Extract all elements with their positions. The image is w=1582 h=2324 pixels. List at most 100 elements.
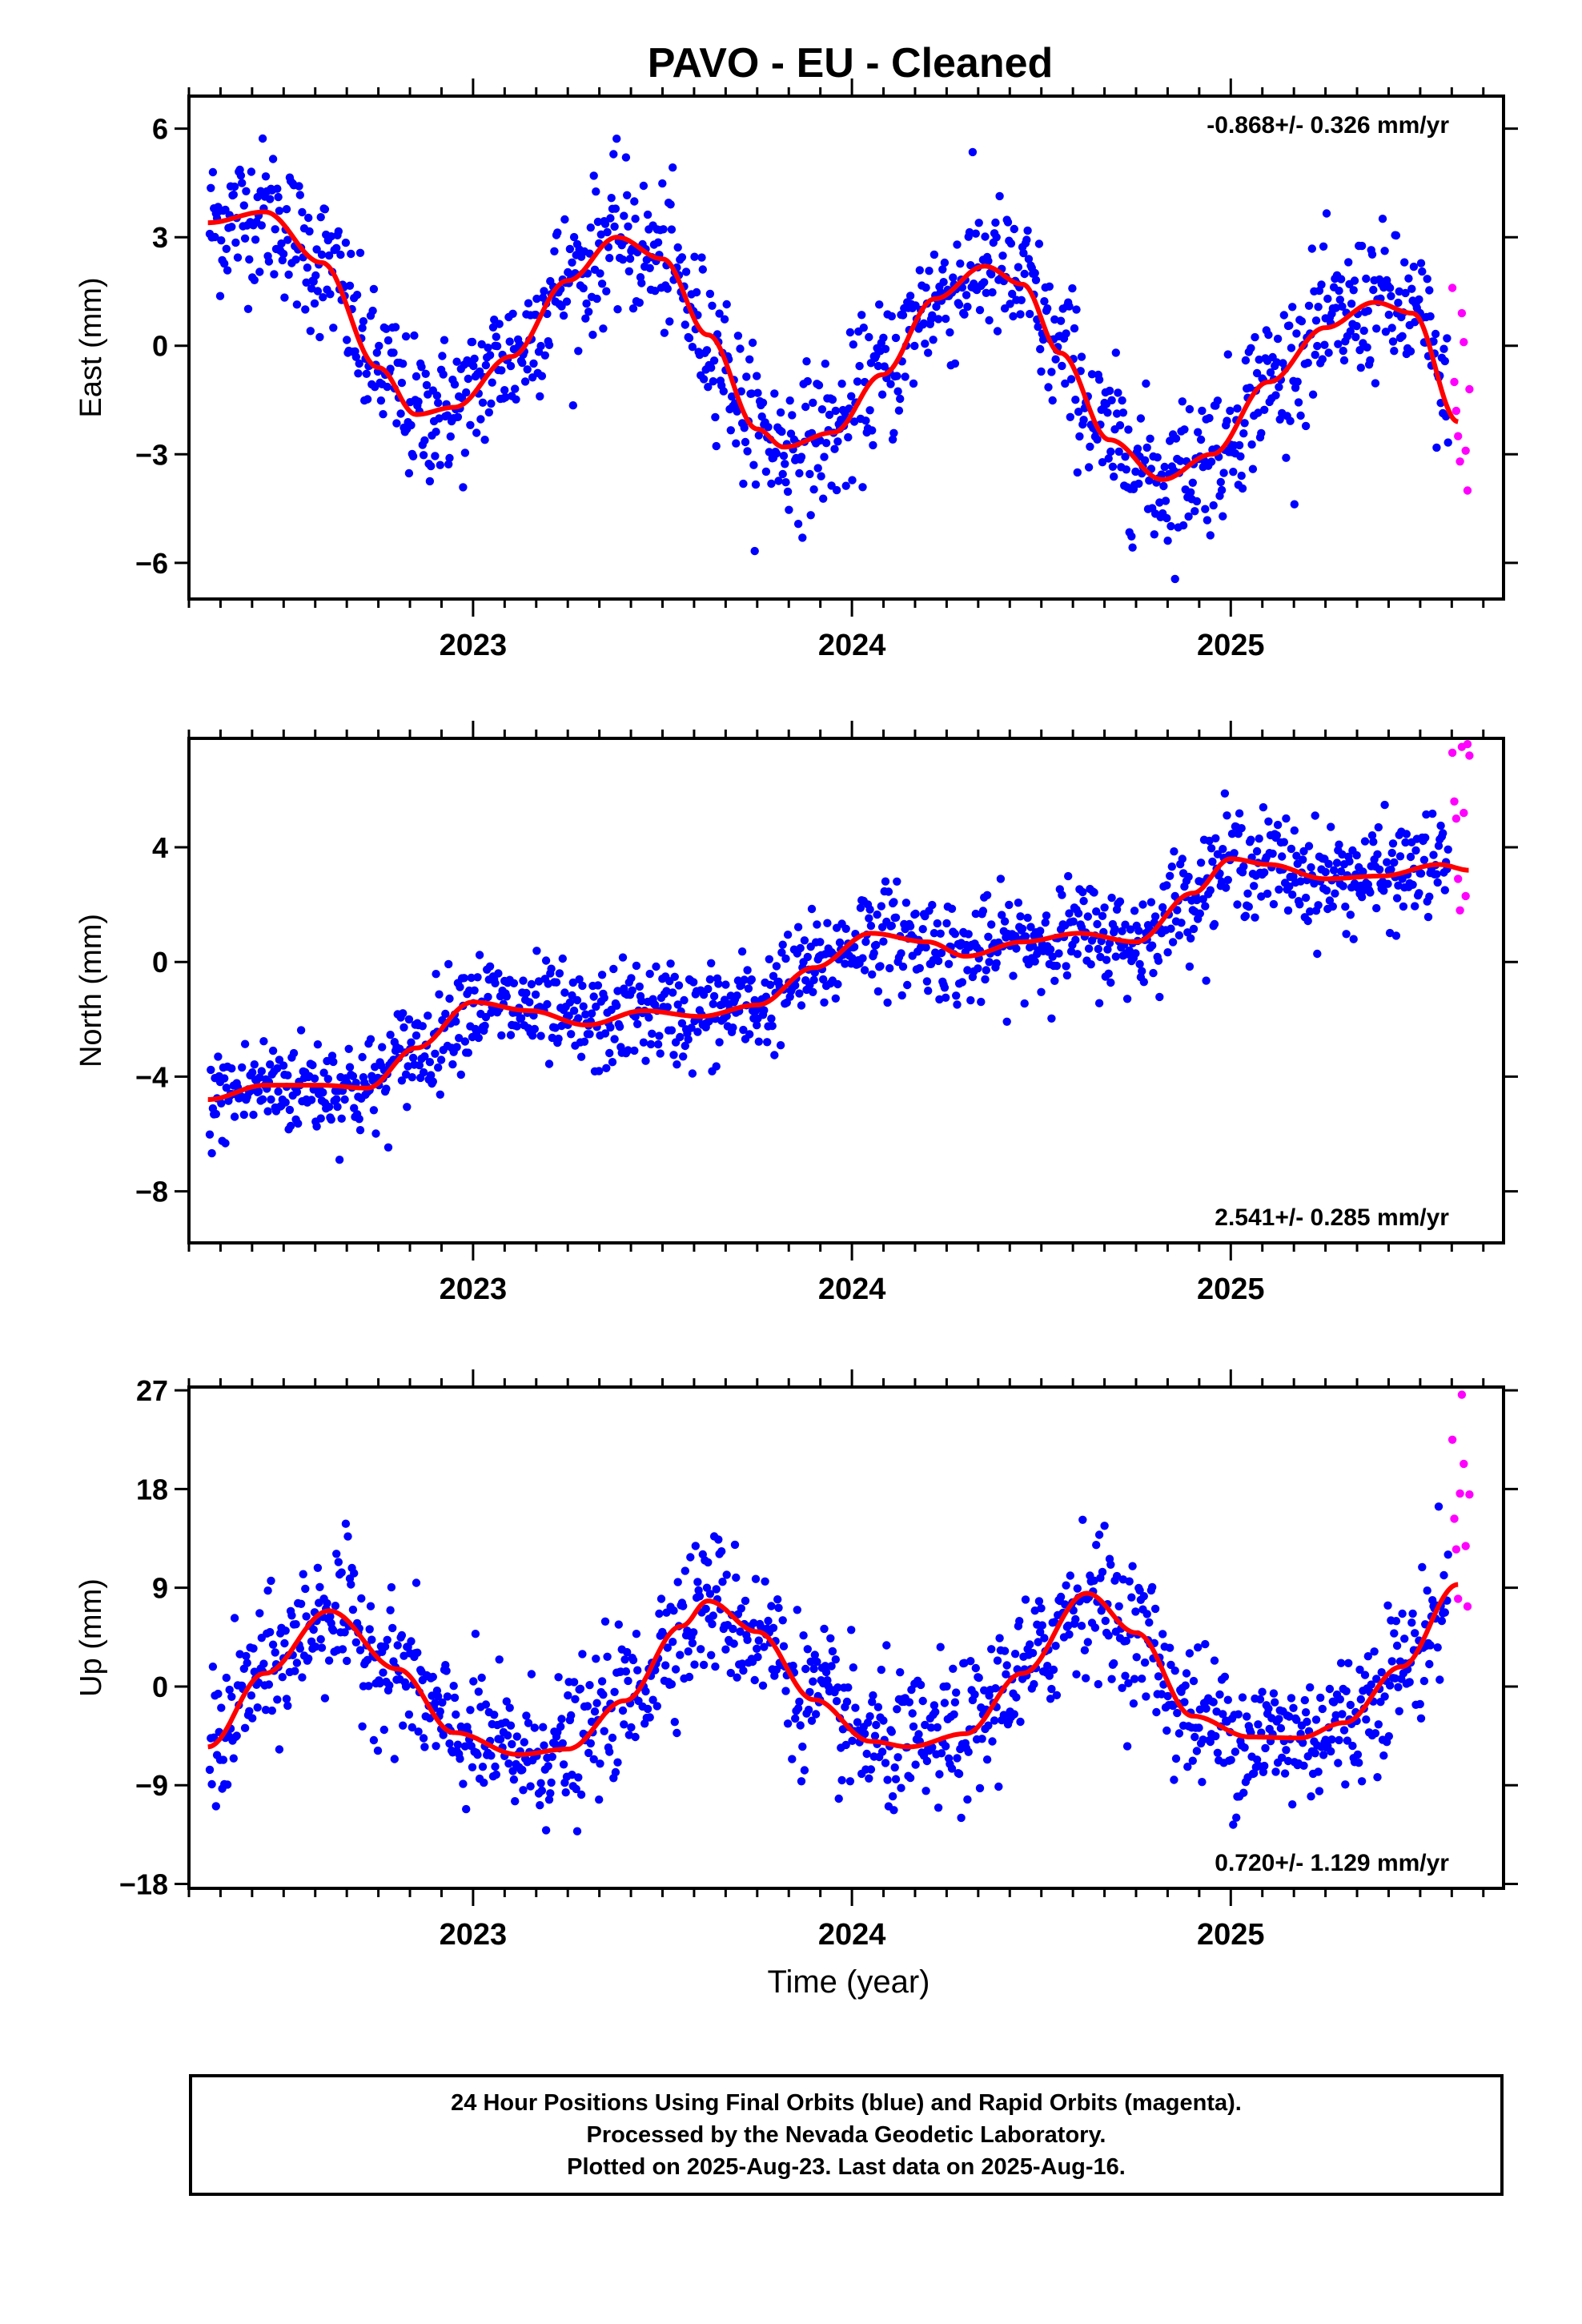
final-orbit-point xyxy=(929,336,938,344)
final-orbit-point xyxy=(223,266,232,275)
final-orbit-point xyxy=(897,1783,905,1792)
final-orbit-point xyxy=(419,1734,428,1743)
final-orbit-point xyxy=(1052,961,1062,971)
final-orbit-point xyxy=(1037,987,1046,997)
final-orbit-point xyxy=(1292,329,1301,338)
final-orbit-point xyxy=(1223,1695,1233,1704)
final-orbit-point xyxy=(987,1645,996,1654)
final-orbit-point xyxy=(881,877,890,886)
final-orbit-point xyxy=(366,1602,375,1610)
final-orbit-point xyxy=(615,1022,624,1031)
final-orbit-point xyxy=(320,205,330,214)
final-orbit-point xyxy=(877,1665,886,1675)
final-orbit-point xyxy=(1127,1593,1136,1602)
final-orbit-point xyxy=(1416,869,1426,879)
final-orbit-point xyxy=(776,408,785,417)
final-orbit-point xyxy=(382,1084,391,1093)
final-orbit-point xyxy=(744,984,753,993)
final-orbit-point xyxy=(230,1614,239,1622)
final-orbit-point xyxy=(1303,358,1312,368)
final-orbit-point xyxy=(1184,512,1193,521)
final-orbit-point xyxy=(560,215,569,224)
final-orbit-point xyxy=(858,483,867,492)
final-orbit-point xyxy=(227,1064,236,1073)
final-orbit-point xyxy=(1342,930,1351,939)
final-orbit-point xyxy=(553,228,562,237)
final-orbit-point xyxy=(789,1661,797,1671)
final-orbit-point xyxy=(239,1110,248,1120)
final-orbit-point xyxy=(274,1087,283,1096)
rapid-orbit-point xyxy=(1463,1602,1472,1611)
final-orbit-point xyxy=(618,1706,628,1715)
final-orbit-point xyxy=(1114,388,1122,397)
final-orbit-point xyxy=(953,1000,962,1009)
final-orbit-point xyxy=(412,1578,421,1587)
final-orbit-point xyxy=(281,1098,290,1107)
final-orbit-point xyxy=(581,1010,590,1019)
final-orbit-point xyxy=(496,1735,505,1744)
final-orbit-point xyxy=(238,179,247,187)
final-orbit-point xyxy=(736,344,745,353)
final-orbit-point xyxy=(1260,1761,1269,1771)
final-orbit-point xyxy=(639,181,648,191)
final-orbit-point xyxy=(1206,1737,1215,1747)
final-orbit-point xyxy=(438,1698,447,1707)
final-orbit-point xyxy=(653,238,663,247)
final-orbit-point xyxy=(1369,838,1378,846)
final-orbit-point xyxy=(1083,912,1093,921)
final-orbit-point xyxy=(1387,1657,1396,1666)
final-orbit-point xyxy=(690,252,699,261)
final-orbit-point xyxy=(930,929,939,938)
final-orbit-point xyxy=(323,1598,331,1608)
final-orbit-point xyxy=(884,887,893,896)
final-orbit-point xyxy=(745,355,754,364)
final-orbit-point xyxy=(439,370,448,379)
final-orbit-point xyxy=(684,1035,693,1044)
final-orbit-point xyxy=(230,1112,239,1121)
final-orbit-point xyxy=(673,1060,681,1069)
x-tick-label: 2024 xyxy=(818,1273,886,1306)
final-orbit-point xyxy=(1271,391,1280,400)
final-orbit-point xyxy=(1102,955,1111,964)
final-orbit-point xyxy=(408,1053,418,1063)
final-orbit-point xyxy=(485,962,495,971)
final-orbit-point xyxy=(798,1742,807,1751)
final-orbit-point xyxy=(1118,1683,1126,1692)
final-orbit-point xyxy=(1257,892,1266,901)
final-orbit-point xyxy=(1355,1665,1364,1675)
final-orbit-point xyxy=(519,976,528,985)
final-orbit-point xyxy=(1142,1610,1151,1618)
final-orbit-point xyxy=(335,1156,344,1164)
final-orbit-point xyxy=(600,1029,610,1038)
final-orbit-point xyxy=(1425,286,1434,295)
final-orbit-point xyxy=(467,973,476,983)
final-orbit-point xyxy=(485,351,495,360)
final-orbit-point xyxy=(1210,1656,1219,1665)
final-orbit-point xyxy=(1101,1616,1110,1626)
y-tick-label: 4 xyxy=(152,831,168,864)
final-orbit-point xyxy=(1415,1699,1424,1709)
final-orbit-point xyxy=(984,256,993,266)
final-orbit-point xyxy=(1366,356,1375,365)
final-orbit-point xyxy=(207,1779,216,1789)
final-orbit-point xyxy=(1238,1693,1247,1702)
final-orbit-point xyxy=(1241,911,1251,920)
final-orbit-point xyxy=(480,1778,488,1787)
final-orbit-point xyxy=(544,1795,554,1804)
final-orbit-point xyxy=(981,975,990,984)
final-orbit-point xyxy=(1345,857,1354,866)
final-orbit-point xyxy=(868,1698,877,1707)
final-orbit-point xyxy=(751,480,761,489)
final-orbit-point xyxy=(722,1570,731,1579)
final-orbit-point xyxy=(302,278,311,287)
final-orbit-point xyxy=(954,300,964,309)
final-orbit-point xyxy=(620,1720,628,1729)
final-orbit-point xyxy=(788,1755,797,1763)
final-orbit-point xyxy=(1030,1606,1039,1615)
final-orbit-point xyxy=(1054,949,1063,958)
final-orbit-point xyxy=(420,436,429,445)
final-orbit-point xyxy=(250,275,259,284)
final-orbit-point xyxy=(705,1017,713,1026)
final-orbit-point xyxy=(620,1655,629,1664)
final-orbit-point xyxy=(950,930,960,939)
